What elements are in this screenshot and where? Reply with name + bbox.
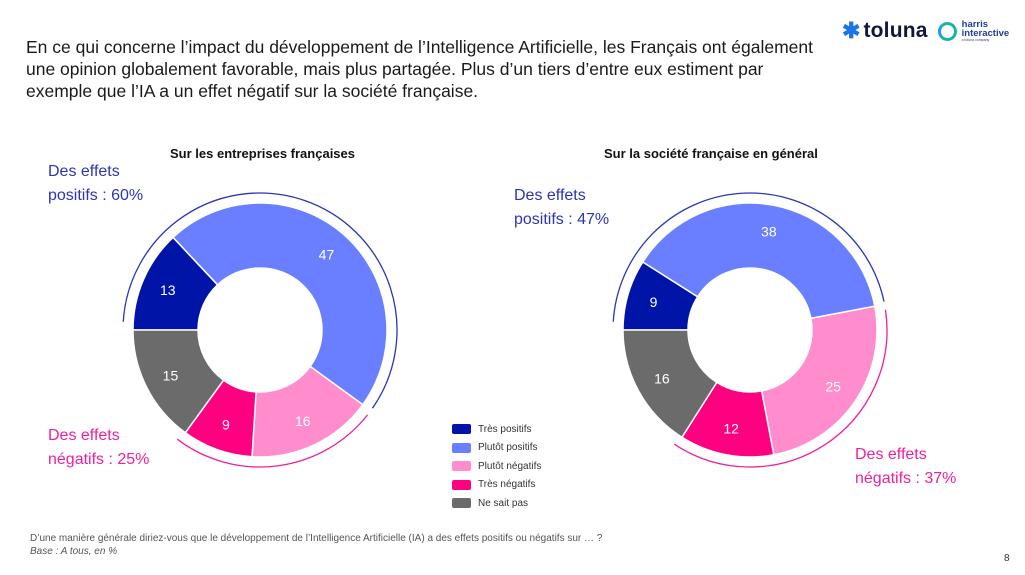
data-label-plutot-positifs: 47 xyxy=(319,247,335,263)
legend-swatch xyxy=(452,479,471,490)
data-label-ne-sait-pas: 15 xyxy=(163,368,179,384)
data-label-tres-positifs: 13 xyxy=(160,282,176,298)
legend-item-tres-negatifs: Très négatifs xyxy=(452,476,541,495)
legend-item-ne-sait-pas: Ne sait pas xyxy=(452,494,541,513)
donut-slice-ne-sait-pas xyxy=(132,329,225,434)
footnote: D’une manière générale diriez-vous que l… xyxy=(30,532,602,558)
toluna-wordmark: toluna xyxy=(863,19,928,42)
page-number: 8 xyxy=(1004,553,1010,564)
footnote-question: D’une manière générale diriez-vous que l… xyxy=(30,533,603,544)
donut-slice-plutot-negatifs xyxy=(760,305,878,456)
callout-right-negative: Des effets négatifs : 37% xyxy=(855,446,957,487)
donut-slice-plutot-positifs xyxy=(172,202,388,406)
footnote-base: Base : A tous, en % xyxy=(30,546,118,557)
toluna-star-icon: ✱ xyxy=(842,18,861,43)
data-label-plutot-negatifs: 16 xyxy=(295,413,311,429)
donut-slice-ne-sait-pas xyxy=(622,329,718,439)
legend-item-plutot-negatifs: Plutôt négatifs xyxy=(452,457,541,476)
callout-left-negative: Des effets négatifs : 25% xyxy=(48,427,150,468)
negative-bracket-arc xyxy=(673,309,888,468)
positive-bracket-arc xyxy=(122,192,398,409)
legend-swatch xyxy=(452,498,471,509)
callout-left-positive: Des effets positifs : 60% xyxy=(48,163,144,204)
data-label-tres-negatifs: 9 xyxy=(222,417,230,433)
legend-swatch xyxy=(452,424,471,435)
legend-item-tres-positifs: Très positifs xyxy=(452,420,541,439)
donut-slice-plutot-positifs xyxy=(641,202,876,320)
data-label-tres-negatifs: 12 xyxy=(723,421,739,437)
callout-right-positive: Des effets positifs : 47% xyxy=(514,187,610,228)
headline: En ce qui concerne l’impact du développe… xyxy=(26,37,813,101)
negative-bracket-arc xyxy=(176,414,369,468)
harris-ring-icon xyxy=(937,21,957,41)
toluna-harris-logo: ✱ toluna harris interactive a toluna com… xyxy=(842,16,1009,46)
legend-swatch xyxy=(452,442,471,453)
data-label-plutot-positifs: 38 xyxy=(761,223,777,239)
data-label-ne-sait-pas: 16 xyxy=(654,370,670,386)
chart-title-entreprises: Sur les entreprises françaises xyxy=(170,146,355,161)
legend-item-plutot-positifs: Plutôt positifs xyxy=(452,439,541,458)
data-label-plutot-negatifs: 25 xyxy=(825,378,841,394)
positive-bracket-arc xyxy=(612,192,885,322)
harris-wordmark: harris interactive a toluna company xyxy=(961,18,1010,42)
legend: Très positifs Plutôt positifs Plutôt nég… xyxy=(452,420,541,513)
chart-title-societe: Sur la société française en général xyxy=(604,146,818,161)
legend-swatch xyxy=(452,461,471,472)
data-label-tres-positifs: 9 xyxy=(650,294,658,310)
